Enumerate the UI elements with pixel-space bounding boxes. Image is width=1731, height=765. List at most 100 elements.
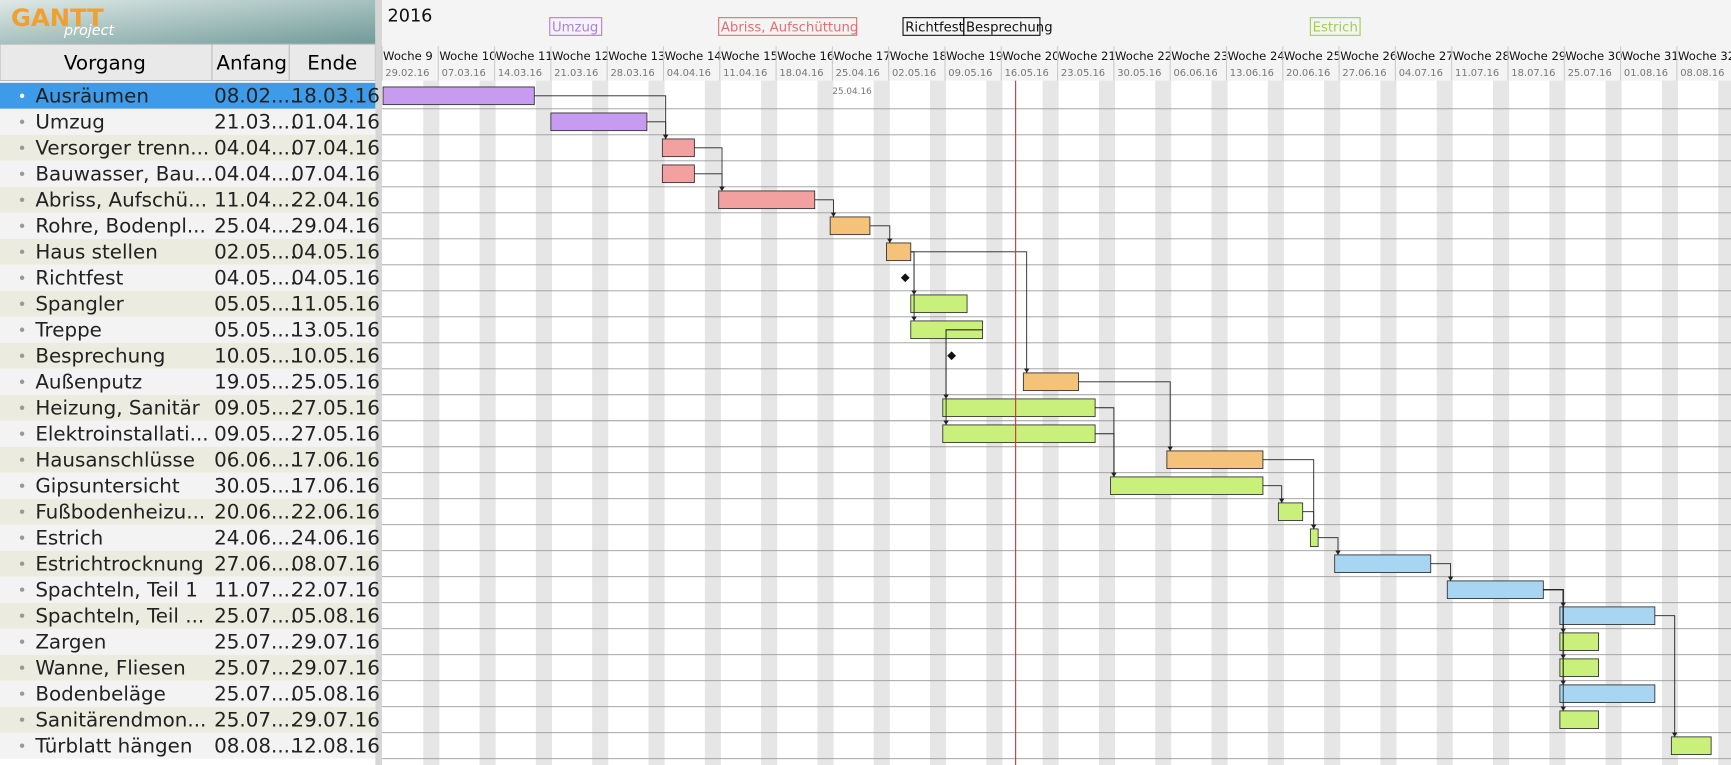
task-row[interactable] [0,290,376,317]
dependency-arrow [719,186,725,191]
milestone[interactable] [900,273,910,283]
logo-area [0,0,376,45]
task-row[interactable] [0,108,376,135]
task-name: Außenputz [35,370,142,393]
task-row[interactable] [0,472,376,499]
task-bar[interactable] [661,138,695,158]
weekend-shade [1493,80,1510,765]
timeline-label-box [718,17,858,36]
dependency-arrow [1335,550,1341,555]
task-bar[interactable] [1559,710,1599,729]
task-start: 11.07.... [214,578,296,601]
weekend-shade [930,80,947,765]
week-label: Woche 21 [1059,49,1116,63]
task-row[interactable] [0,186,376,213]
week-label: Woche 29 [1509,49,1566,63]
task-bar[interactable] [1559,658,1599,677]
task-row[interactable] [0,446,376,473]
task-bar[interactable] [1022,372,1080,392]
task-end: 27.05.16 [291,396,379,419]
task-row[interactable] [0,706,376,733]
row-bullet [19,119,25,124]
task-row[interactable] [0,316,376,343]
task-end: 17.06.16 [291,448,379,471]
week-label: Woche 9 [383,49,433,63]
task-bar[interactable] [550,112,648,132]
task-row[interactable] [0,394,376,421]
task-bar[interactable] [910,294,968,314]
dependency-arrow [943,420,949,425]
dependency [1262,485,1283,503]
week-date: 13.06.16 [1230,68,1274,79]
dependency [1318,537,1339,555]
week-label: Woche 13 [608,49,665,63]
milestone[interactable] [947,351,957,361]
task-row[interactable] [0,342,376,369]
task-start: 10.05.... [214,344,296,367]
week-label: Woche 30 [1565,49,1622,63]
week-date: 29.02.16 [385,68,429,79]
task-bar[interactable] [1334,554,1432,574]
task-bar[interactable] [1559,606,1656,625]
week-date: 25.04.16 [836,68,880,79]
task-end: 29.07.16 [291,656,379,679]
task-bar[interactable] [1309,528,1319,548]
splitter[interactable] [375,0,382,765]
task-row[interactable] [0,550,376,577]
task-bar[interactable] [1166,450,1264,470]
task-bar[interactable] [661,164,695,184]
weekend-shade [479,80,496,765]
task-name: Rohre, Bodenpl... [35,214,205,237]
task-bar[interactable] [382,86,535,106]
task-row[interactable] [0,628,376,655]
task-end: 22.04.16 [291,188,379,211]
column-title[interactable]: Anfang [216,52,287,75]
task-start: 11.04.... [214,188,296,211]
row-bullet [19,613,25,618]
task-end: 10.05.16 [291,344,379,367]
task-row[interactable] [0,732,376,759]
column-title[interactable]: Vorgang [64,52,146,75]
task-row[interactable] [0,82,376,109]
weekend-shade [535,80,552,765]
task-bar[interactable] [1559,632,1599,651]
task-bar[interactable] [886,242,912,262]
task-row[interactable] [0,654,376,681]
task-row[interactable] [0,212,376,239]
timeline-label: Abriss, Aufschüttung [721,21,858,36]
column-title[interactable]: Ende [307,52,357,75]
dependency [1543,589,1564,711]
task-bar[interactable] [1559,684,1656,703]
task-row[interactable] [0,524,376,551]
week-label: Woche 32 [1678,49,1731,63]
task-name: Besprechung [35,344,165,367]
weekend-shade [817,80,834,765]
dependency-arrow [1278,498,1285,503]
task-bar[interactable] [718,190,816,210]
task-bar[interactable] [829,216,871,236]
task-row[interactable] [0,264,376,291]
task-bar[interactable] [942,424,1096,444]
task-row[interactable] [0,134,376,161]
task-row[interactable] [0,602,376,629]
task-bar[interactable] [942,398,1096,418]
task-end: 07.04.16 [291,136,379,159]
task-row[interactable] [0,238,376,265]
task-row[interactable] [0,498,376,525]
task-row[interactable] [0,160,376,187]
task-bar[interactable] [1446,580,1544,600]
task-row[interactable] [0,680,376,707]
task-row[interactable] [0,420,376,447]
task-row[interactable] [0,576,376,603]
task-bar[interactable] [1277,502,1304,522]
task-bar[interactable] [1670,736,1712,755]
week-date: 27.06.16 [1342,68,1386,79]
task-bar[interactable] [1110,476,1264,496]
task-start: 25.07.... [214,656,296,679]
task-name: Zargen [35,630,106,653]
weekend-shade [873,80,890,765]
dependency-arrow [911,316,917,321]
weekend-shade [1155,80,1172,765]
task-start: 25.07.... [214,682,296,705]
task-row[interactable] [0,368,376,395]
